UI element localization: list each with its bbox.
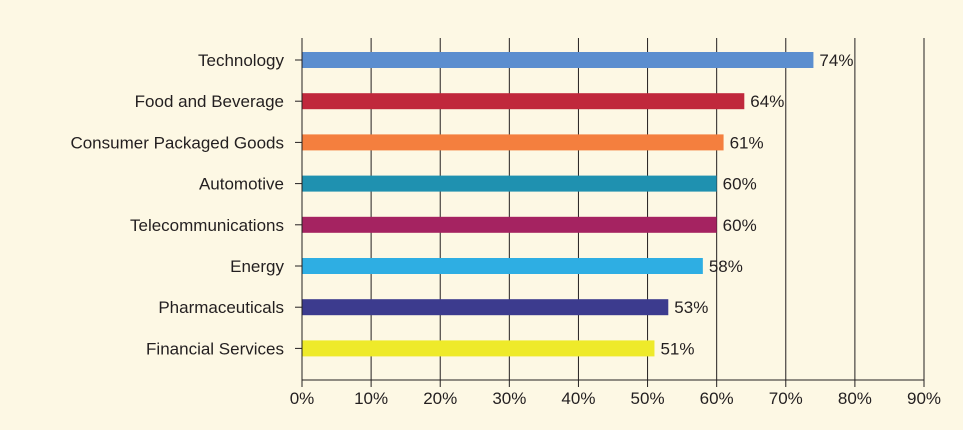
bar	[302, 299, 669, 316]
category-label: Financial Services	[146, 339, 284, 358]
bar	[302, 52, 814, 68]
labels: 0% 10% 20% 30% 40% 50% 60% 70% 80% 90% Technology 7…	[70, 51, 941, 408]
x-tick-label: 10%	[354, 389, 388, 408]
category-label: Automotive	[199, 175, 284, 194]
data-label: 51%	[660, 339, 694, 358]
bar	[302, 340, 655, 357]
x-tick-label: 60%	[700, 389, 734, 408]
axes	[295, 38, 925, 387]
x-tick-label: 40%	[561, 389, 595, 408]
data-label: 74%	[819, 51, 853, 70]
data-label: 58%	[709, 257, 743, 276]
data-label: 64%	[750, 92, 784, 111]
bar	[302, 93, 745, 110]
x-tick-label: 30%	[492, 389, 526, 408]
x-tick-label: 70%	[769, 389, 803, 408]
data-label: 60%	[723, 216, 757, 235]
x-tick-label: 20%	[423, 389, 457, 408]
category-label: Technology	[198, 51, 285, 70]
category-label: Food and Beverage	[135, 92, 284, 111]
bars	[302, 52, 814, 357]
x-tick-label: 0%	[290, 389, 315, 408]
data-label: 61%	[730, 133, 764, 152]
bar	[302, 134, 724, 151]
x-tick-label: 90%	[907, 389, 941, 408]
category-label: Pharmaceuticals	[158, 298, 284, 317]
bar	[302, 216, 717, 233]
gridlines	[370, 38, 925, 380]
bar	[302, 258, 703, 274]
bar	[302, 175, 717, 192]
data-label: 60%	[723, 175, 757, 194]
x-tick-label: 80%	[838, 389, 872, 408]
category-label: Consumer Packaged Goods	[70, 133, 284, 152]
x-tick-label: 50%	[631, 389, 665, 408]
category-label: Energy	[230, 257, 284, 276]
data-label: 53%	[674, 298, 708, 317]
category-label: Telecommunications	[130, 216, 284, 235]
